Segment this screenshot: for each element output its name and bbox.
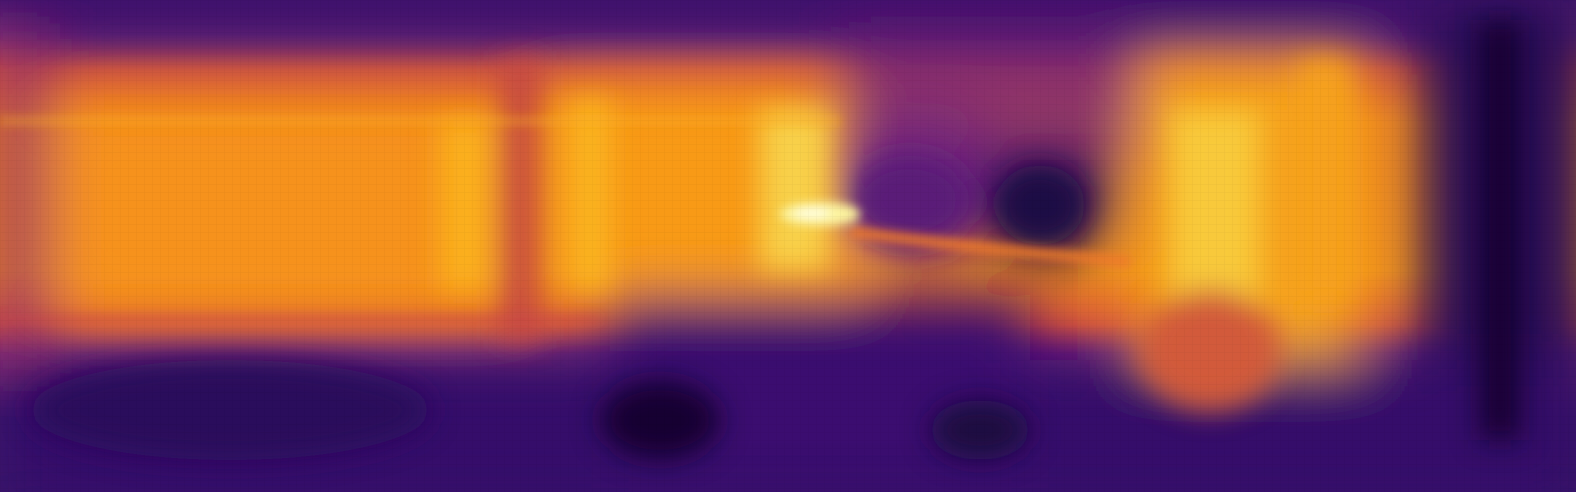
depth-heatmap-view [0,0,1576,492]
depth-heatmap-image [0,0,1576,492]
grid-texture [0,0,1576,492]
